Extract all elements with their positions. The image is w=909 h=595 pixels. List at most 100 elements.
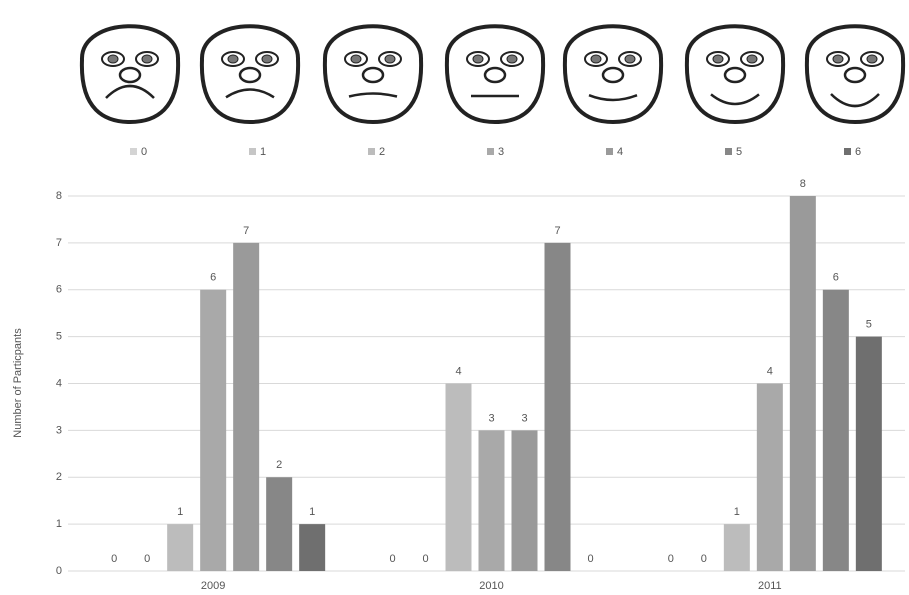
y-axis-label: Number of Particpants bbox=[12, 328, 24, 438]
pupil bbox=[506, 54, 518, 64]
data-label: 4 bbox=[455, 365, 461, 377]
eye bbox=[500, 51, 524, 67]
face-outline bbox=[804, 24, 906, 125]
data-label: 8 bbox=[800, 178, 806, 190]
pupil bbox=[472, 54, 484, 64]
data-label: 3 bbox=[521, 412, 527, 424]
bar bbox=[756, 383, 783, 571]
data-label: 6 bbox=[833, 272, 839, 284]
legend-swatch bbox=[844, 148, 851, 155]
eye bbox=[860, 51, 884, 67]
data-label: 1 bbox=[309, 506, 315, 518]
bar bbox=[167, 524, 194, 571]
legend-swatch bbox=[725, 148, 732, 155]
legend-label: 4 bbox=[617, 146, 623, 158]
data-label: 0 bbox=[668, 553, 674, 565]
mouth bbox=[830, 93, 880, 108]
y-tick-label: 5 bbox=[56, 331, 62, 343]
face-outline bbox=[199, 24, 301, 125]
y-tick-label: 2 bbox=[56, 471, 62, 483]
y-tick-label: 4 bbox=[56, 377, 62, 389]
mouth bbox=[588, 94, 638, 102]
pupil bbox=[590, 54, 602, 64]
bar bbox=[299, 524, 326, 571]
bar bbox=[511, 430, 538, 571]
data-label: 0 bbox=[111, 553, 117, 565]
data-label: 4 bbox=[767, 365, 773, 377]
mouth bbox=[348, 92, 398, 98]
data-label: 0 bbox=[144, 553, 150, 565]
bar bbox=[478, 430, 505, 571]
pupil bbox=[624, 54, 636, 64]
pupil bbox=[350, 54, 362, 64]
data-label: 1 bbox=[177, 506, 183, 518]
data-label: 0 bbox=[701, 553, 707, 565]
bar bbox=[445, 383, 472, 571]
pupil bbox=[227, 54, 239, 64]
nose bbox=[483, 66, 507, 84]
bar bbox=[266, 477, 293, 571]
data-label: 5 bbox=[866, 319, 872, 331]
eye bbox=[101, 51, 125, 67]
eye bbox=[618, 51, 642, 67]
y-tick-label: 7 bbox=[56, 237, 62, 249]
eye bbox=[221, 51, 245, 67]
eye bbox=[378, 51, 402, 67]
pupil bbox=[384, 54, 396, 64]
data-label: 2 bbox=[276, 459, 282, 471]
legend-swatch bbox=[606, 148, 613, 155]
legend-label: 1 bbox=[260, 146, 266, 158]
bar bbox=[233, 242, 260, 571]
legend-swatch bbox=[130, 148, 137, 155]
pupil bbox=[141, 54, 153, 64]
legend-label: 3 bbox=[498, 146, 504, 158]
bar bbox=[544, 242, 571, 571]
mouth bbox=[710, 93, 760, 106]
data-label: 0 bbox=[422, 553, 428, 565]
y-tick-label: 8 bbox=[56, 190, 62, 202]
eye bbox=[826, 51, 850, 67]
bar bbox=[822, 289, 849, 571]
pupil bbox=[746, 54, 758, 64]
x-tick-label: 2011 bbox=[758, 580, 782, 592]
pupil bbox=[261, 54, 273, 64]
face-outline bbox=[444, 24, 546, 125]
nose bbox=[361, 66, 385, 84]
nose bbox=[843, 66, 867, 84]
data-label: 6 bbox=[210, 272, 216, 284]
y-tick-label: 0 bbox=[56, 565, 62, 577]
y-tick-label: 6 bbox=[56, 284, 62, 296]
face-scale bbox=[79, 24, 906, 125]
eye bbox=[706, 51, 730, 67]
eye bbox=[135, 51, 159, 67]
pupil bbox=[107, 54, 119, 64]
face-outline bbox=[79, 24, 181, 125]
face-outline bbox=[322, 24, 424, 125]
pupil bbox=[832, 54, 844, 64]
nose bbox=[238, 66, 262, 84]
nose bbox=[118, 66, 142, 84]
eye bbox=[584, 51, 608, 67]
mouth bbox=[225, 88, 275, 99]
data-label: 7 bbox=[554, 225, 560, 237]
eye bbox=[740, 51, 764, 67]
nose bbox=[601, 66, 625, 84]
legend-swatch bbox=[368, 148, 375, 155]
data-label: 3 bbox=[488, 412, 494, 424]
data-label: 0 bbox=[389, 553, 395, 565]
legend-label: 0 bbox=[141, 146, 147, 158]
eye bbox=[344, 51, 368, 67]
mouth bbox=[105, 84, 155, 99]
data-label: 7 bbox=[243, 225, 249, 237]
face-outline bbox=[562, 24, 664, 125]
bar bbox=[855, 336, 882, 571]
bar bbox=[200, 289, 227, 571]
x-tick-label: 2009 bbox=[201, 580, 225, 592]
bar bbox=[723, 524, 750, 571]
legend-label: 6 bbox=[855, 146, 861, 158]
face-outline bbox=[684, 24, 786, 125]
legend-label: 5 bbox=[736, 146, 742, 158]
eye bbox=[255, 51, 279, 67]
pupil bbox=[866, 54, 878, 64]
